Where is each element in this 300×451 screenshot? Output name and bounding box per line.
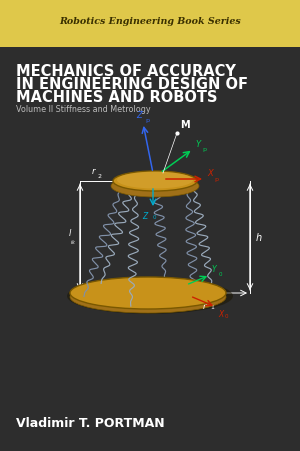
Text: 2: 2 (98, 174, 102, 179)
Ellipse shape (117, 172, 193, 189)
Text: Robotics Engineering Book Series: Robotics Engineering Book Series (59, 18, 241, 27)
Text: Vladimir T. PORTMAN: Vladimir T. PORTMAN (16, 417, 165, 429)
Text: r: r (202, 301, 206, 310)
Text: $_{ik}$: $_{ik}$ (70, 238, 76, 247)
Text: 0: 0 (225, 313, 229, 318)
Bar (0, 0, 300, 48)
Ellipse shape (111, 175, 199, 198)
Ellipse shape (70, 281, 226, 313)
Text: M: M (180, 120, 190, 130)
Text: IN ENGINEERING DESIGN OF: IN ENGINEERING DESIGN OF (16, 77, 248, 92)
Ellipse shape (67, 278, 233, 314)
Text: Z: Z (142, 212, 147, 221)
Text: 0: 0 (219, 272, 223, 276)
Text: p: p (214, 177, 218, 182)
Text: Y: Y (195, 140, 200, 149)
Text: X: X (218, 309, 223, 318)
Text: $l$: $l$ (68, 227, 72, 238)
Text: X: X (207, 169, 213, 178)
Text: 1: 1 (210, 304, 214, 309)
Ellipse shape (113, 172, 197, 192)
Text: Z: Z (136, 111, 142, 120)
Text: Y: Y (212, 264, 217, 273)
Text: MACHINES AND ROBOTS: MACHINES AND ROBOTS (16, 90, 217, 105)
Ellipse shape (70, 277, 226, 309)
Text: r: r (92, 166, 95, 175)
Text: Volume II Stiffness and Metrology: Volume II Stiffness and Metrology (16, 105, 151, 114)
Text: p: p (202, 147, 206, 152)
Text: 0: 0 (153, 215, 157, 220)
Text: h: h (256, 232, 262, 243)
Text: p: p (145, 118, 149, 123)
Text: MECHANICS OF ACCURACY: MECHANICS OF ACCURACY (16, 64, 236, 79)
